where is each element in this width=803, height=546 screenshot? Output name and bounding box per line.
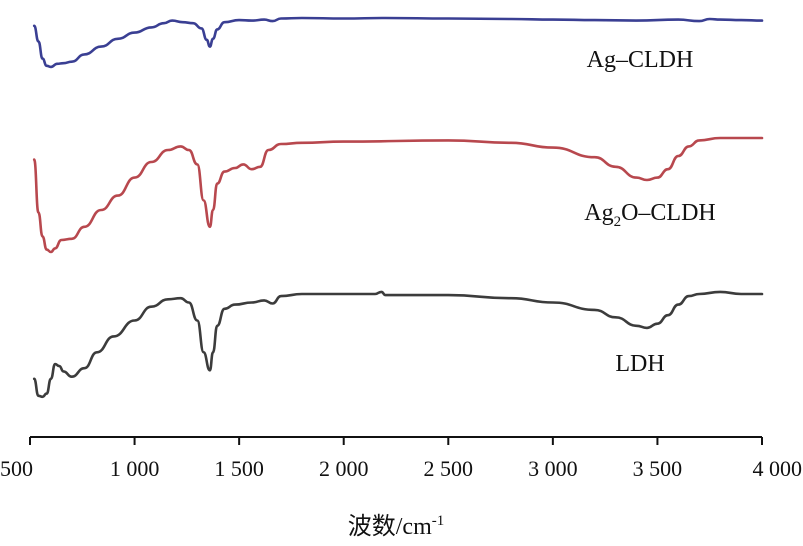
spectrum-lines [32, 16, 764, 399]
x-tick-label-4000: 4 000 [753, 456, 803, 481]
series-label-part: O–CLDH [621, 200, 716, 226]
series-label-2: Ag2O–CLDH [584, 200, 716, 230]
series-label-part: Ag [584, 200, 613, 226]
x-axis-title-superscript: -1 [432, 513, 445, 529]
series-label-part: LDH [615, 351, 664, 377]
series-labels: Ag–CLDH Ag2O–CLDH LDH [584, 47, 716, 377]
x-axis-title-main: 波数/cm [348, 513, 432, 540]
x-tick-label-1500: 1 500 [214, 456, 264, 481]
series-label-1: Ag–CLDH [587, 47, 694, 73]
series-label-subscript: 2 [614, 214, 622, 230]
x-axis-tick-labels: 500 1 000 1 500 2 000 2 500 3 000 3 500 4 000 [0, 456, 802, 481]
x-tick-label-500: 500 [0, 456, 33, 481]
series-line-1 [32, 16, 764, 69]
x-axis-ticks [29, 437, 763, 445]
series-line-3 [32, 290, 764, 399]
series-label-part: Ag–CLDH [587, 47, 694, 73]
x-tick-label-3500: 3 500 [633, 456, 683, 481]
series-label-3: LDH [615, 351, 664, 377]
x-tick-label-2500: 2 500 [424, 456, 474, 481]
series-line-2 [32, 136, 764, 254]
x-tick-label-3000: 3 000 [528, 456, 578, 481]
x-tick-label-2000: 2 000 [319, 456, 369, 481]
x-axis-title: 波数/cm-1 [348, 513, 445, 540]
x-tick-label-1000: 1 000 [110, 456, 160, 481]
